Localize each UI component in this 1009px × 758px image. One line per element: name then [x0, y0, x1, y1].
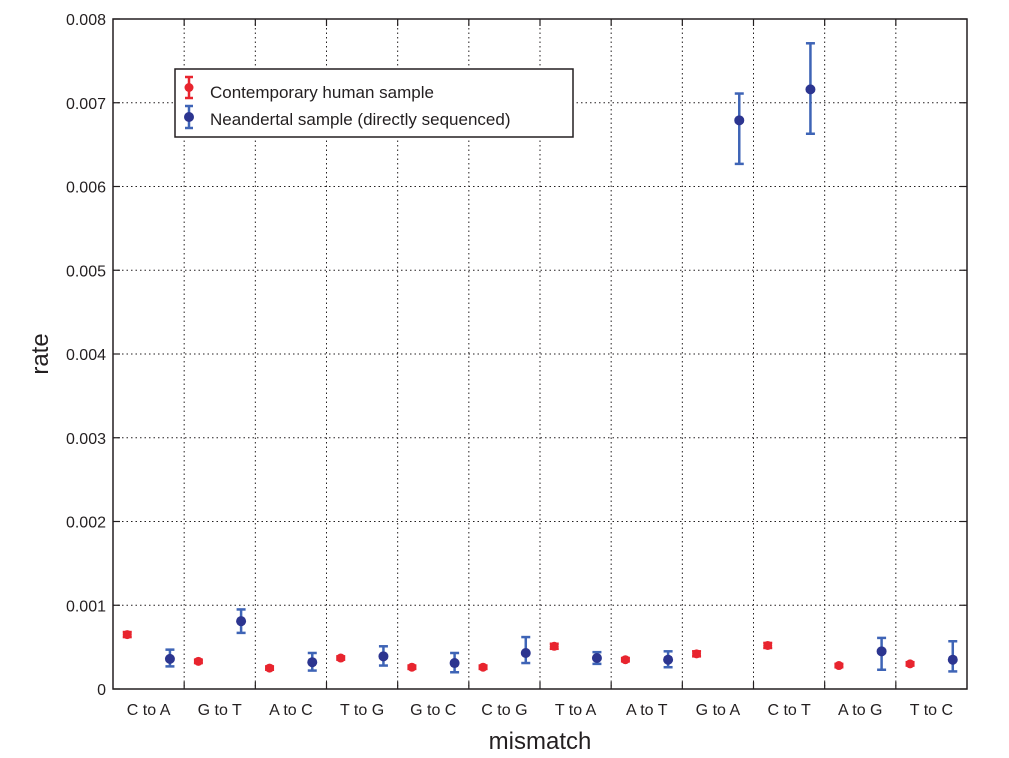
data-point-human	[336, 653, 346, 663]
data-point-human	[265, 663, 275, 673]
data-point-neandertal	[236, 608, 247, 635]
data-point-neandertal	[947, 640, 958, 673]
data-point-human	[834, 661, 844, 671]
data-marks	[122, 42, 958, 674]
marker-neandertal	[663, 654, 674, 665]
marker-human	[407, 662, 417, 672]
marker-human	[478, 662, 488, 672]
y-tick-label: 0.007	[66, 96, 106, 113]
x-tick-label: T to A	[555, 702, 597, 719]
marker-neandertal	[164, 653, 175, 664]
legend-marker-human	[184, 75, 194, 100]
data-point-neandertal	[663, 650, 674, 669]
data-point-neandertal	[591, 650, 602, 666]
data-point-human	[549, 641, 559, 651]
data-point-neandertal	[876, 636, 887, 671]
marker-human	[336, 653, 346, 663]
y-tick-label: 0	[97, 682, 106, 699]
data-point-human	[620, 655, 630, 665]
legend-label-human: Contemporary human sample	[210, 83, 434, 102]
marker-human	[905, 659, 915, 669]
marker-human	[549, 641, 559, 651]
y-axis-tick-labels: 0 0.001 0.002 0.003 0.004 0.005 0.006 0.007 0.00…	[66, 12, 106, 699]
marker-human	[620, 655, 630, 665]
x-axis-tick-labels: C to A G to T A to C T to G G to C C to G T to…	[127, 702, 953, 719]
marker-neandertal	[378, 651, 389, 662]
marker-human	[763, 640, 773, 650]
x-axis-title: mismatch	[489, 728, 592, 755]
y-axis-title: rate	[27, 333, 54, 374]
marker-human	[692, 649, 702, 659]
marker-human	[122, 630, 132, 640]
x-tick-label: A to G	[838, 702, 882, 719]
data-point-human	[407, 662, 417, 672]
data-point-human	[905, 659, 915, 669]
data-point-neandertal	[805, 42, 816, 135]
x-tick-label: T to G	[340, 702, 384, 719]
data-point-neandertal	[378, 645, 389, 667]
data-point-human	[478, 662, 488, 672]
x-tick-label: G to T	[198, 702, 242, 719]
x-tick-label: G to C	[410, 702, 456, 719]
data-point-human	[763, 640, 773, 650]
y-tick-label: 0.003	[66, 431, 106, 448]
data-point-human	[692, 649, 702, 659]
y-tick-label: 0.004	[66, 347, 106, 364]
x-tick-label: G to A	[696, 702, 741, 719]
y-tick-label: 0.008	[66, 12, 106, 29]
marker-human	[834, 661, 844, 671]
data-point-human	[122, 630, 132, 640]
marker-neandertal	[734, 115, 745, 126]
x-tick-label: C to T	[767, 702, 811, 719]
x-tick-label: A to C	[269, 702, 313, 719]
marker-neandertal	[947, 654, 958, 665]
x-tick-label: A to T	[626, 702, 668, 719]
data-point-neandertal	[449, 651, 460, 674]
y-tick-label: 0.005	[66, 263, 106, 280]
data-point-neandertal	[307, 651, 318, 672]
grid	[113, 19, 967, 689]
x-tick-label: C to G	[481, 702, 527, 719]
marker-neandertal	[449, 658, 460, 669]
y-tick-label: 0.006	[66, 180, 106, 197]
data-point-neandertal	[520, 635, 531, 665]
marker-neandertal	[591, 653, 602, 664]
axis-ticks	[113, 18, 967, 690]
marker-neandertal	[236, 616, 247, 627]
marker-neandertal	[520, 647, 531, 658]
legend: Contemporary human sample Neandertal sam…	[174, 68, 574, 138]
y-tick-label: 0.002	[66, 515, 106, 532]
data-point-human	[193, 656, 203, 666]
legend-label-neandertal: Neandertal sample (directly sequenced)	[210, 110, 511, 129]
x-tick-label: T to C	[910, 702, 953, 719]
data-point-neandertal	[164, 648, 175, 668]
legend-box	[174, 68, 574, 138]
marker-neandertal	[876, 646, 887, 657]
marker-human	[265, 663, 275, 673]
marker-neandertal	[307, 657, 318, 668]
data-point-neandertal	[734, 92, 745, 166]
marker-neandertal	[805, 84, 816, 95]
legend-marker-neandertal	[184, 104, 194, 130]
x-tick-label: C to A	[127, 702, 171, 719]
marker-human	[193, 656, 203, 666]
y-tick-label: 0.001	[66, 598, 106, 615]
